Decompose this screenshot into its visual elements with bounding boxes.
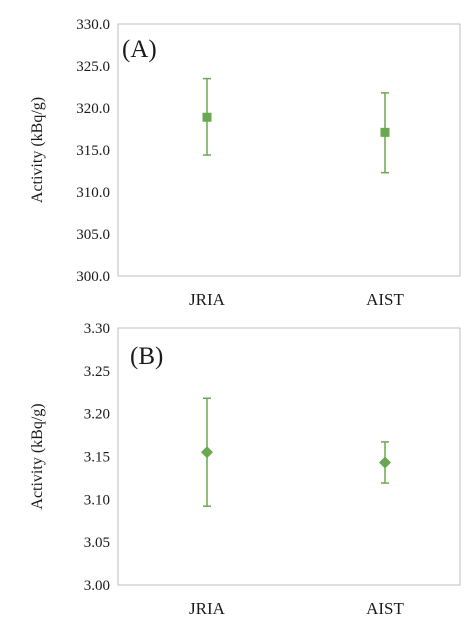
- y-axis-label: Activity (kBq/g): [29, 403, 46, 509]
- data-point: [201, 446, 213, 459]
- data-point: [202, 112, 212, 122]
- data-point: [379, 456, 391, 469]
- y-tick-label: 3.30: [84, 321, 110, 337]
- y-tick-label: 305.0: [76, 227, 110, 243]
- x-category-label: JRIA: [189, 290, 226, 309]
- plot-frame-0: [117, 23, 461, 277]
- y-tick-label: 3.20: [84, 407, 110, 423]
- y-axis-label: Activity (kBq/g): [29, 97, 46, 203]
- y-tick-label: 310.0: [76, 185, 110, 201]
- y-tick-label: 325.0: [76, 59, 110, 75]
- data-point: [380, 127, 390, 137]
- y-tick-label: 3.15: [84, 450, 110, 466]
- y-tick-label: 3.05: [84, 535, 110, 551]
- panel-label: (A): [122, 36, 157, 63]
- y-tick-label: 330.0: [76, 17, 110, 33]
- y-tick-label: 320.0: [76, 101, 110, 117]
- panel-label: (B): [130, 343, 163, 370]
- x-category-label: JRIA: [189, 599, 226, 618]
- y-tick-label: 315.0: [76, 143, 110, 159]
- plot-frame-1: [117, 327, 461, 586]
- y-tick-label: 3.00: [84, 578, 110, 594]
- x-category-label: AIST: [366, 599, 404, 618]
- y-tick-label: 3.10: [84, 492, 110, 508]
- x-category-label: AIST: [366, 290, 404, 309]
- y-tick-label: 3.25: [84, 364, 110, 380]
- y-tick-label: 300.0: [76, 269, 110, 285]
